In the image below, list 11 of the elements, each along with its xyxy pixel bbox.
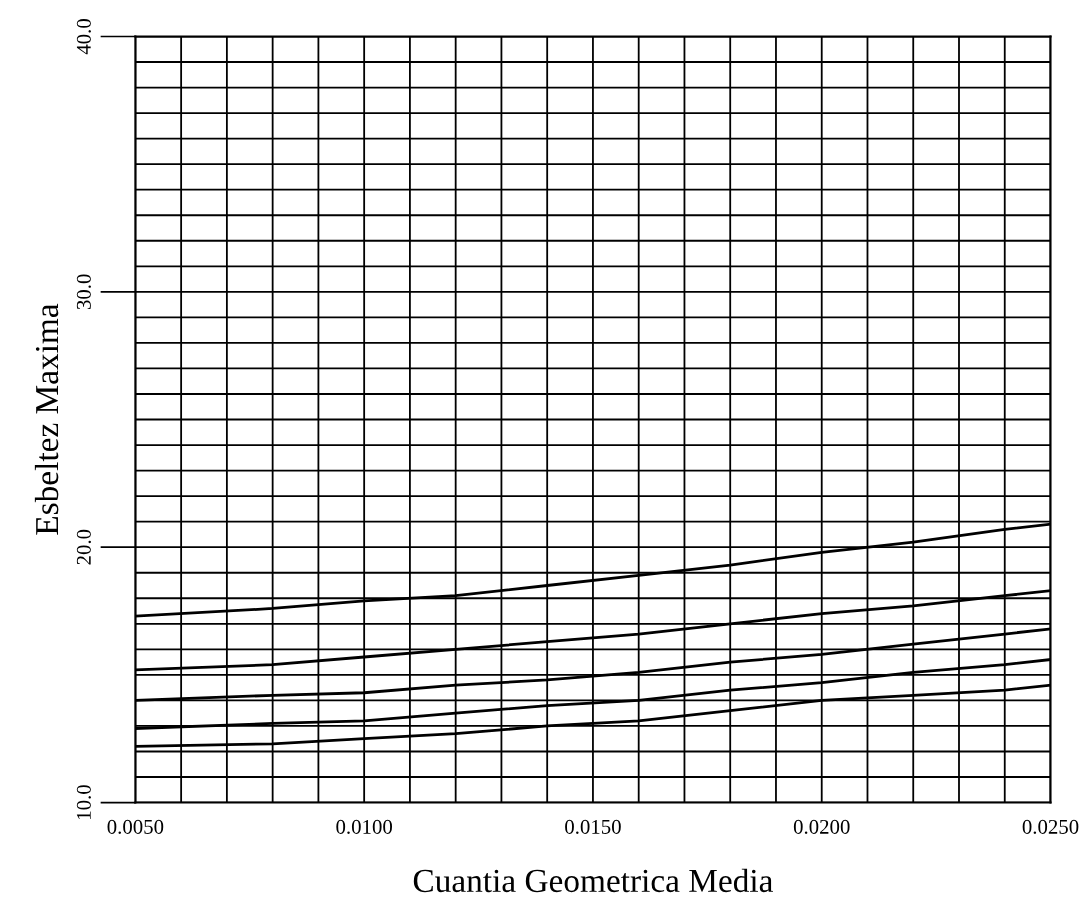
y-tick-label: 20.0 [76, 529, 91, 565]
y-tick-label: 40.0 [76, 19, 91, 55]
x-tick-label: 0.0200 [793, 819, 850, 834]
x-tick-label: 0.0150 [565, 819, 621, 834]
y-axis-title: Esbeltez Maxima [34, 303, 59, 535]
x-axis-title: Cuantia Geometrica Media [413, 868, 773, 893]
x-tick-label: 0.0050 [107, 819, 164, 834]
y-tick-label: 30.0 [76, 274, 91, 310]
x-tick-label: 0.0100 [336, 819, 393, 834]
x-tick-label: 0.0250 [1022, 819, 1079, 834]
y-tick-label: 10.0 [76, 785, 91, 819]
